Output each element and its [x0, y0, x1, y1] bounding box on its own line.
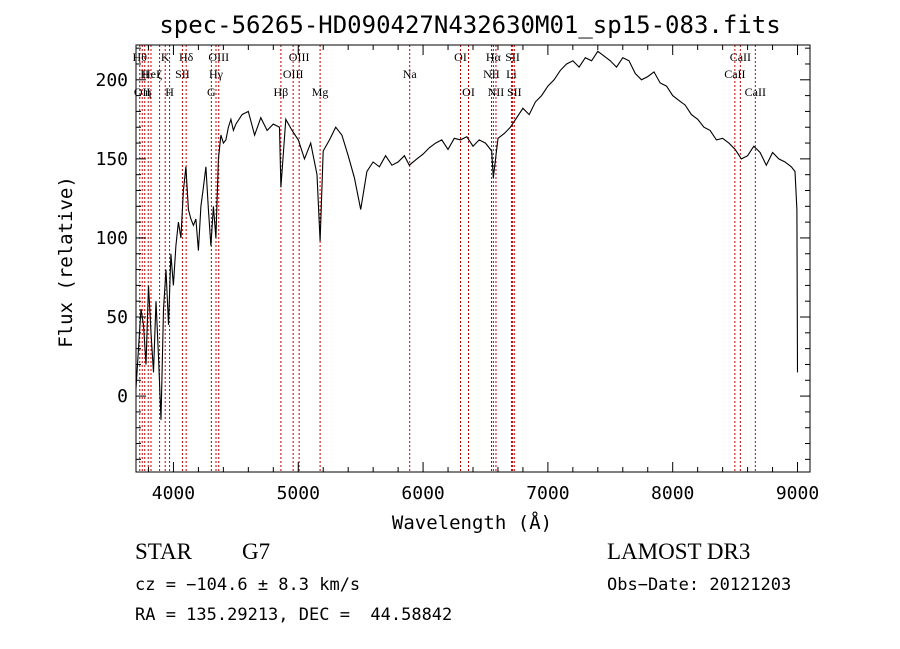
spectral-line-label: ζ: [157, 67, 162, 81]
spectral-line-label: Hθ: [133, 50, 148, 64]
axis-ticks: 4000 5000 6000 7000 8000 9000 0 50 100 150 200: [95, 45, 819, 504]
spectral-line-label: Hα: [486, 50, 502, 64]
spectral-line-label: NII: [483, 67, 500, 81]
spectral-line-label: Mg: [312, 85, 329, 99]
tick-label: 50: [106, 307, 128, 328]
spectral-line-label: SII: [505, 50, 520, 64]
spectral-line-label: SII: [507, 85, 522, 99]
spectral-line-label: HeI: [142, 67, 160, 81]
spectral-line-label: NII: [488, 85, 505, 99]
spectral-line-label: H: [165, 85, 174, 99]
chart-title: spec-56265-HD090427N432630M01_sp15-083.f…: [159, 11, 780, 39]
spectral-line-label: H: [140, 67, 149, 81]
tick-label: 0: [117, 386, 128, 407]
subclass-label: G7: [242, 539, 270, 564]
obs-date: Obs−Date: 20121203: [607, 575, 791, 595]
tick-label: 100: [95, 228, 128, 249]
spectral-line-labels: HθOIIHηHeIζKHSIIHδGHγOIIIHβOIIIOIIIMgNaO…: [133, 50, 766, 99]
spectral-line-label: K: [161, 50, 170, 64]
spectral-line-label: Na: [403, 67, 418, 81]
spectral-line-label: η: [145, 85, 151, 99]
tick-label: 200: [95, 70, 128, 91]
tick-label: 7000: [526, 483, 569, 504]
plot-frame: [135, 44, 811, 473]
cz-value: cz = −104.6 ± 8.3 km/s: [135, 575, 360, 595]
radec-value: RA = 135.29213, DEC = 44.58842: [135, 605, 452, 625]
y-axis-label: Flux (relative): [55, 176, 77, 348]
spectrum-series-line: [135, 50, 799, 420]
spectral-line-label: CaII: [730, 50, 751, 64]
spectral-line-label: OI: [462, 85, 475, 99]
spectral-line-label: OIII: [208, 50, 229, 64]
tick-label: 4000: [152, 483, 195, 504]
spectral-line-label: CaII: [745, 85, 766, 99]
spectral-line-markers: [139, 45, 756, 472]
class-label: STAR: [135, 539, 193, 564]
tick-label: 8000: [651, 483, 694, 504]
spectral-line-label: G: [207, 85, 216, 99]
x-axis-label: Wavelength (Å): [392, 511, 552, 534]
spectral-line-label: SII: [175, 67, 190, 81]
spectral-line-label: OIII: [283, 67, 304, 81]
spectral-line-label: CaII: [724, 67, 745, 81]
tick-label: 6000: [401, 483, 444, 504]
tick-label: 5000: [277, 483, 320, 504]
spectral-line-label: OI: [454, 50, 467, 64]
tick-label: 9000: [776, 483, 819, 504]
spectral-line-label: OIII: [289, 50, 310, 64]
spectral-line-label: Hβ: [274, 85, 289, 99]
tick-label: 150: [95, 149, 128, 170]
spectral-line-label: Hγ: [209, 67, 224, 81]
spectral-line-label: Li: [506, 67, 517, 81]
survey-label: LAMOST DR3: [607, 539, 750, 564]
spectral-line-label: Hδ: [179, 50, 194, 64]
